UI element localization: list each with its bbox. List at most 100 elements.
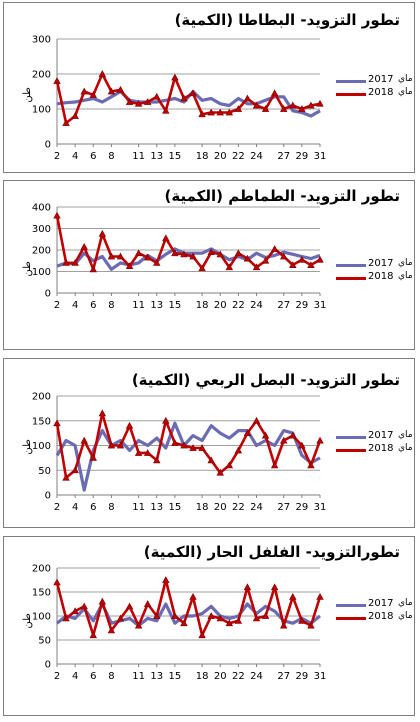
point-2018 (280, 252, 288, 260)
point-2018 (216, 468, 224, 476)
point-2018 (189, 252, 197, 260)
x-tick-label: 13 (150, 502, 163, 513)
point-2018 (125, 421, 134, 429)
point-2018 (298, 616, 306, 624)
x-tick-label: 6 (90, 671, 96, 682)
x-tick-label: 8 (108, 151, 114, 162)
x-tick-label: 11 (132, 300, 145, 311)
point-2018 (289, 431, 297, 439)
point-2018 (107, 87, 116, 95)
x-tick-label: 31 (314, 502, 327, 513)
x-tick-label: 20 (214, 502, 227, 513)
point-2018 (80, 602, 88, 610)
point-2018 (316, 592, 324, 600)
point-2018 (216, 108, 224, 116)
point-2018 (225, 108, 234, 116)
point-2018 (198, 444, 206, 451)
point-2018 (280, 621, 288, 629)
y-tick-label: 300 (32, 224, 51, 235)
y-axis-label: طن (22, 613, 33, 629)
x-tick-label: 22 (232, 671, 245, 682)
point-2018 (98, 230, 107, 237)
legend-month: ماي (398, 598, 413, 608)
point-2018 (207, 108, 215, 116)
point-2018 (116, 252, 125, 260)
point-2018 (307, 461, 315, 469)
x-tick-label: 27 (277, 671, 290, 682)
point-2018 (261, 431, 270, 439)
y-tick-label: 50 (38, 466, 51, 477)
point-2018 (62, 259, 70, 266)
point-2018 (243, 429, 252, 437)
legend-year: 2017 (368, 74, 394, 85)
y-tick-label: 0 (45, 491, 51, 502)
x-tick-label: 27 (277, 300, 290, 311)
point-2018 (270, 461, 279, 469)
legend-swatch (336, 264, 366, 267)
legend-month: ماي (398, 271, 413, 281)
x-tick-label: 4 (72, 300, 78, 311)
point-2018 (270, 245, 279, 252)
point-2018 (153, 92, 161, 100)
point-2018 (243, 583, 252, 591)
x-tick-label: 15 (169, 502, 182, 513)
point-2018 (80, 87, 88, 95)
point-2018 (180, 94, 188, 102)
x-tick-label: 13 (150, 300, 163, 311)
point-2018 (252, 263, 261, 271)
point-2018 (143, 449, 152, 456)
point-2018 (153, 612, 161, 619)
point-2018 (180, 250, 188, 258)
point-2018 (107, 441, 116, 449)
point-2018 (261, 612, 270, 619)
point-2018 (62, 119, 70, 126)
x-tick-label: 31 (314, 151, 327, 162)
point-2018 (171, 439, 179, 446)
point-2018 (71, 259, 79, 266)
point-2018 (280, 436, 288, 444)
x-tick-label: 8 (108, 502, 114, 513)
legend-month: ماي (398, 443, 413, 453)
chart-title: تطور التزويد- البطاطا (الكمية) (174, 11, 400, 29)
point-2018 (134, 249, 143, 257)
point-2018 (116, 614, 125, 622)
point-2018 (162, 234, 170, 242)
point-2018 (143, 253, 152, 261)
point-2018 (289, 101, 297, 109)
point-2018 (134, 449, 143, 456)
point-2018 (234, 249, 243, 257)
x-tick-label: 27 (277, 151, 290, 162)
legend-year: 2018 (368, 443, 394, 454)
y-tick-label: 0 (45, 289, 51, 300)
point-2018 (243, 94, 252, 102)
legend-year: 2017 (368, 598, 394, 609)
point-2018 (125, 262, 134, 270)
point-2018 (234, 446, 243, 454)
point-2018 (53, 77, 61, 84)
x-tick-label: 20 (214, 300, 227, 311)
x-tick-label: 22 (232, 300, 245, 311)
x-tick-label: 31 (314, 300, 327, 311)
x-tick-label: 2 (54, 300, 60, 311)
point-2018 (307, 101, 315, 109)
point-2018 (198, 264, 206, 272)
x-tick-label: 4 (72, 671, 78, 682)
chart-title: تطور التزويد- البصل الربعي (الكمية) (131, 371, 400, 389)
y-tick-label: 100 (32, 105, 51, 116)
x-tick-label: 4 (72, 151, 78, 162)
x-tick-label: 31 (314, 671, 327, 682)
point-2018 (316, 255, 324, 263)
point-2018 (171, 249, 179, 257)
point-2018 (180, 441, 188, 449)
point-2018 (189, 592, 197, 600)
point-2018 (225, 461, 234, 469)
point-2018 (89, 91, 97, 98)
point-2018 (298, 255, 306, 263)
x-tick-label: 13 (150, 671, 163, 682)
point-2018 (162, 106, 170, 114)
legend-swatch (336, 80, 366, 83)
point-2018 (53, 211, 61, 219)
y-tick-label: 200 (32, 564, 51, 575)
point-2018 (89, 265, 97, 273)
